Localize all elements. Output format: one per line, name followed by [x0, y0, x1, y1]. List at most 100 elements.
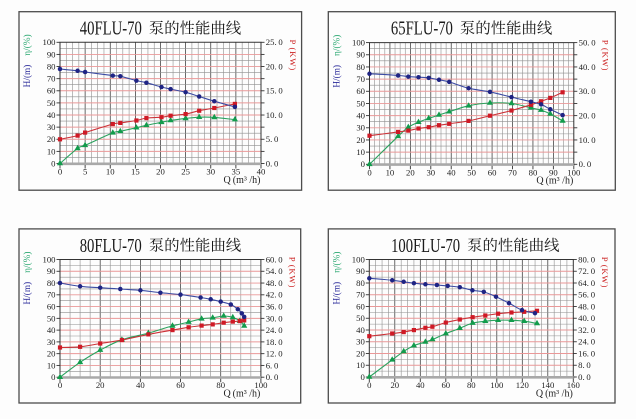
svg-text:40. 0: 40. 0 — [579, 62, 597, 72]
svg-text:8. 0: 8. 0 — [578, 360, 591, 370]
svg-text:80FLU-70: 80FLU-70 — [80, 236, 142, 257]
svg-text:30: 30 — [426, 167, 435, 177]
svg-text:15: 15 — [131, 167, 140, 177]
svg-text:0: 0 — [367, 167, 372, 177]
svg-text:20: 20 — [47, 134, 56, 144]
svg-text:80: 80 — [47, 278, 56, 288]
svg-text:20: 20 — [406, 167, 415, 177]
svg-text:100: 100 — [490, 380, 504, 390]
svg-text:50. 0: 50. 0 — [579, 38, 597, 48]
svg-text:60: 60 — [176, 380, 185, 390]
svg-text:30: 30 — [356, 337, 365, 347]
svg-text:50: 50 — [47, 313, 56, 323]
svg-text:20: 20 — [390, 380, 399, 390]
svg-text:40. 0: 40. 0 — [578, 313, 596, 323]
svg-text:48. 0: 48. 0 — [266, 278, 284, 288]
svg-text:η/(%): η/(%) — [332, 252, 343, 273]
svg-text:90: 90 — [356, 266, 365, 276]
svg-text:32. 0: 32. 0 — [578, 325, 596, 335]
svg-text:η/(%): η/(%) — [332, 35, 343, 56]
svg-text:10. 0: 10. 0 — [579, 135, 597, 145]
svg-text:20: 20 — [47, 349, 56, 359]
svg-text:0. 0: 0. 0 — [578, 372, 591, 382]
svg-text:30: 30 — [206, 167, 215, 177]
svg-text:36. 0: 36. 0 — [266, 301, 284, 311]
svg-text:H/(m): H/(m) — [22, 282, 33, 305]
svg-text:100: 100 — [42, 37, 56, 47]
svg-text:60: 60 — [47, 301, 56, 311]
svg-text:0. 0: 0. 0 — [266, 372, 279, 382]
svg-text:0: 0 — [361, 159, 366, 169]
svg-text:80: 80 — [356, 62, 365, 72]
svg-text:20: 20 — [356, 135, 365, 145]
svg-text:20: 20 — [156, 167, 165, 177]
svg-text:Q (m³ /h): Q (m³ /h) — [223, 389, 260, 400]
svg-text:25: 25 — [181, 167, 190, 177]
svg-text:60: 60 — [356, 86, 365, 96]
svg-text:56. 0: 56. 0 — [578, 290, 596, 300]
svg-text:90: 90 — [47, 49, 56, 59]
svg-text:40: 40 — [416, 380, 425, 390]
svg-text:80: 80 — [467, 380, 476, 390]
svg-text:120: 120 — [516, 380, 530, 390]
svg-text:H/(m): H/(m) — [332, 282, 343, 305]
svg-text:100FLU-70: 100FLU-70 — [391, 236, 460, 257]
svg-text:16. 0: 16. 0 — [578, 348, 596, 358]
svg-text:0: 0 — [360, 372, 365, 382]
svg-text:70: 70 — [47, 290, 56, 300]
svg-text:54. 0: 54. 0 — [266, 266, 284, 276]
svg-text:90: 90 — [47, 266, 56, 276]
svg-text:30: 30 — [47, 122, 56, 132]
svg-text:80: 80 — [216, 380, 225, 390]
svg-text:40: 40 — [356, 111, 365, 121]
svg-text:50: 50 — [356, 98, 365, 108]
svg-text:0. 0: 0. 0 — [266, 158, 279, 168]
svg-text:Q (m³ /h): Q (m³ /h) — [536, 388, 573, 399]
svg-text:70: 70 — [508, 167, 517, 177]
svg-text:60: 60 — [488, 167, 497, 177]
svg-text:40: 40 — [47, 110, 56, 120]
svg-text:20: 20 — [96, 380, 105, 390]
svg-text:10: 10 — [386, 167, 395, 177]
svg-text:42. 0: 42. 0 — [266, 290, 284, 300]
svg-text:10: 10 — [356, 147, 365, 157]
svg-text:80. 0: 80. 0 — [578, 254, 596, 264]
svg-text:10: 10 — [106, 167, 115, 177]
svg-text:90: 90 — [356, 50, 365, 60]
svg-text:65FLU-70: 65FLU-70 — [391, 19, 453, 40]
svg-text:20. 0: 20. 0 — [579, 111, 597, 121]
svg-text:H/(m): H/(m) — [332, 65, 343, 88]
svg-text:Q (m³ /h): Q (m³ /h) — [536, 176, 573, 187]
svg-text:40: 40 — [356, 325, 365, 335]
svg-text:20: 20 — [356, 348, 365, 358]
svg-text:60: 60 — [441, 380, 450, 390]
svg-text:0: 0 — [367, 380, 372, 390]
svg-text:70: 70 — [47, 74, 56, 84]
svg-text:100: 100 — [567, 167, 581, 177]
svg-text:24. 0: 24. 0 — [266, 325, 284, 335]
svg-text:P (KW): P (KW) — [601, 40, 611, 71]
svg-text:60: 60 — [356, 301, 365, 311]
svg-text:140: 140 — [541, 380, 555, 390]
svg-text:40FLU-70: 40FLU-70 — [80, 19, 142, 40]
svg-text:30: 30 — [47, 337, 56, 347]
svg-text:0: 0 — [51, 372, 56, 382]
svg-text:18. 0: 18. 0 — [266, 337, 284, 347]
svg-text:100: 100 — [254, 380, 268, 390]
svg-text:40: 40 — [47, 325, 56, 335]
svg-text:25. 0: 25. 0 — [266, 37, 284, 47]
svg-text:Q (m³ /h): Q (m³ /h) — [224, 175, 261, 186]
svg-text:35: 35 — [232, 167, 241, 177]
svg-text:50: 50 — [356, 313, 365, 323]
svg-text:H/(m): H/(m) — [22, 65, 33, 88]
svg-text:0: 0 — [58, 167, 63, 177]
svg-text:80: 80 — [47, 61, 56, 71]
svg-text:40: 40 — [257, 167, 266, 177]
svg-text:10: 10 — [356, 360, 365, 370]
svg-text:15. 0: 15. 0 — [266, 86, 284, 96]
svg-text:0: 0 — [58, 380, 63, 390]
svg-text:30. 0: 30. 0 — [579, 86, 597, 96]
svg-text:10: 10 — [47, 146, 56, 156]
svg-text:70: 70 — [356, 290, 365, 300]
svg-text:24. 0: 24. 0 — [578, 337, 596, 347]
